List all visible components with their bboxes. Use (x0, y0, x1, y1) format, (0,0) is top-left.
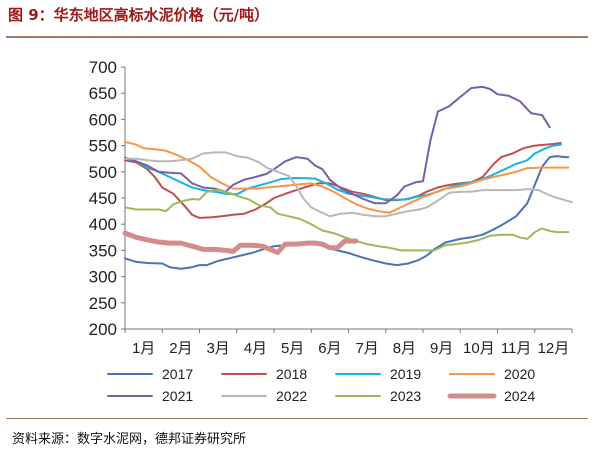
x-tick-label: 3月 (206, 340, 229, 357)
x-tick-label: 10月 (463, 340, 495, 357)
x-tick-label: 11月 (501, 340, 532, 357)
x-tick-label: 8月 (393, 340, 416, 357)
y-tick-label: 300 (89, 268, 117, 287)
y-tick-label: 400 (89, 215, 117, 234)
legend-label-2021: 2021 (162, 388, 193, 404)
line-chart: 200 250 300 350 400 450 500 550 600 650 700 1月 2月 3月… (89, 58, 573, 404)
series-line-2019 (124, 143, 562, 201)
y-tick-label: 700 (89, 58, 117, 77)
x-tick-label: 1月 (132, 340, 155, 357)
x-tick-label: 12月 (538, 340, 570, 357)
legend-label-2022: 2022 (276, 388, 307, 404)
x-tick-label: 2月 (169, 340, 192, 357)
legend-label-2024: 2024 (504, 388, 535, 404)
legend-label-2017: 2017 (162, 366, 193, 382)
y-tick-label: 450 (89, 189, 117, 208)
legend-label-2023: 2023 (390, 388, 421, 404)
title-rule (6, 36, 588, 38)
series-line-2021 (124, 85, 551, 205)
legend-label-2018: 2018 (276, 366, 307, 382)
x-tick-label: 6月 (318, 340, 341, 357)
legend-label-2019: 2019 (390, 366, 421, 382)
x-tick-label: 9月 (430, 340, 453, 357)
series-line-2017 (124, 155, 570, 270)
series-line-2023 (124, 189, 570, 252)
source-note: 资料来源：数字水泥网，德邦证券研究所 (12, 432, 247, 447)
source-rule (6, 418, 588, 419)
y-tick-label: 500 (89, 163, 117, 182)
x-tick-label: 5月 (281, 340, 304, 357)
figure-title: 图 9：华东地区高标水泥价格（元/吨） (8, 6, 270, 24)
y-tick-label: 650 (89, 84, 117, 103)
y-tick-label: 200 (89, 320, 117, 339)
x-tick-label: 7月 (355, 340, 378, 357)
y-tick-label: 350 (89, 241, 117, 260)
x-tick-label: 4月 (244, 340, 267, 357)
y-tick-label: 600 (89, 110, 117, 129)
y-tick-label: 550 (89, 137, 117, 156)
series-line-2024 (122, 230, 359, 255)
y-tick-label: 250 (89, 294, 117, 313)
legend-label-2020: 2020 (504, 366, 535, 382)
series-line-2020 (124, 140, 570, 214)
series-line-2022 (124, 151, 573, 218)
